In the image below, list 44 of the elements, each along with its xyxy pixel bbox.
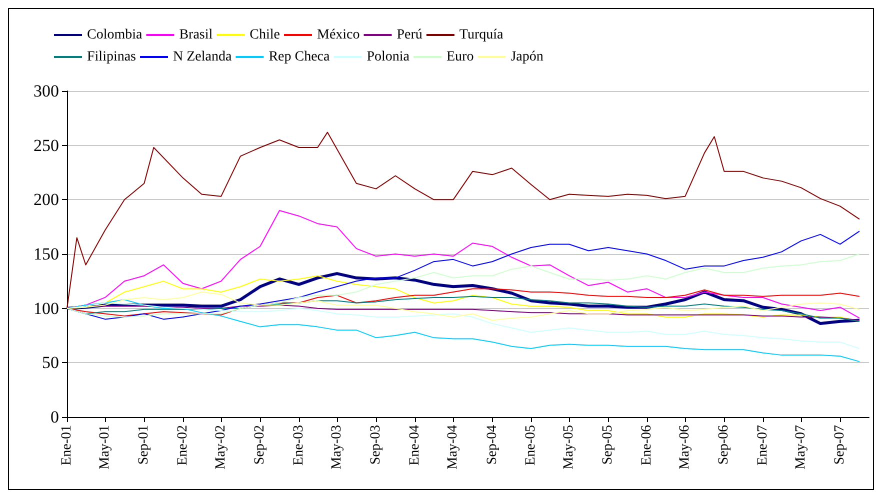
legend-label: Euro bbox=[446, 50, 474, 64]
legend-label: Polonia bbox=[366, 50, 410, 64]
y-tick-label: 0 bbox=[50, 408, 59, 426]
line-series bbox=[66, 132, 860, 309]
x-tick-label: May-04 bbox=[446, 425, 461, 470]
y-tick-label: 300 bbox=[34, 82, 59, 100]
legend-label: Japón bbox=[510, 50, 544, 64]
legend-label: México bbox=[316, 28, 360, 42]
x-tick-label: Sep-07 bbox=[832, 425, 848, 465]
legend-label: Perú bbox=[396, 28, 422, 42]
legend-label: N Zelanda bbox=[173, 50, 232, 64]
x-tick-label: May-02 bbox=[214, 425, 229, 470]
x-tick-label: Ene-03 bbox=[291, 425, 306, 466]
x-tick-label: Ene-04 bbox=[407, 425, 422, 466]
x-tick-label: Ene-07 bbox=[755, 425, 770, 466]
y-tick-label: 100 bbox=[34, 298, 59, 318]
x-tick-label: Sep-03 bbox=[368, 425, 384, 465]
line-series bbox=[66, 292, 860, 321]
y-tick-label: 150 bbox=[34, 244, 59, 264]
x-tick-label: May-07 bbox=[794, 425, 809, 470]
x-tick-label: Sep-06 bbox=[716, 425, 732, 465]
legend-label: Chile bbox=[250, 28, 280, 42]
x-tick-label: Ene-06 bbox=[639, 425, 654, 466]
legend-label: Turquía bbox=[459, 28, 504, 42]
x-tick-label: Sep-04 bbox=[484, 425, 500, 465]
legend-label: Brasil bbox=[179, 28, 213, 42]
x-tick-label: Sep-02 bbox=[252, 425, 268, 465]
y-tick-label: 250 bbox=[34, 136, 59, 155]
x-tick-label: Ene-01 bbox=[60, 425, 74, 466]
x-tick-label: Ene-02 bbox=[175, 425, 190, 466]
x-tick-label: May-03 bbox=[329, 425, 344, 470]
y-tick-label: 200 bbox=[34, 190, 59, 210]
line-series bbox=[66, 254, 860, 318]
x-tick-label: May-01 bbox=[98, 425, 113, 470]
x-tick-label: Sep-01 bbox=[136, 425, 152, 465]
legend-label: Rep Checa bbox=[268, 50, 331, 64]
x-tick-label: May-06 bbox=[678, 425, 693, 470]
legend-label: Colombia bbox=[87, 28, 144, 42]
x-tick-label: Ene-05 bbox=[524, 425, 539, 466]
legend-label: Filipinas bbox=[87, 50, 136, 64]
y-tick-label: 50 bbox=[42, 353, 59, 372]
line-series bbox=[66, 302, 860, 350]
x-tick-label: May-05 bbox=[562, 425, 577, 470]
x-tick-label: Sep-05 bbox=[600, 425, 616, 465]
